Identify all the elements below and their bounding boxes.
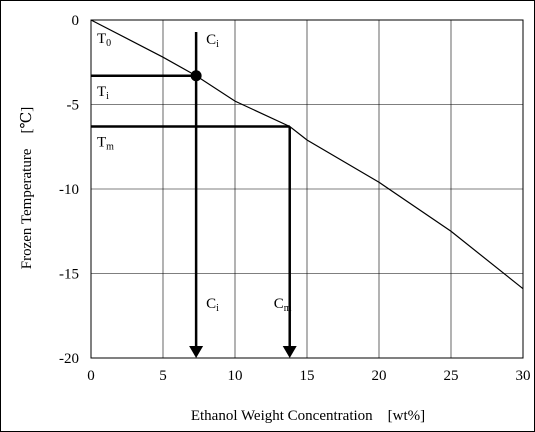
label-ci-top: Ci (206, 32, 219, 50)
x-axis-title: Ethanol Weight Concentration [wt%] (191, 408, 425, 424)
x-tick-label: 5 (159, 368, 167, 384)
x-tick-label: 15 (300, 368, 315, 384)
plot-border (90, 19, 524, 359)
label-ti: Ti (97, 84, 109, 102)
y-tick-label: -15 (59, 267, 79, 283)
x-tick-label: 0 (87, 368, 95, 384)
label-t0: T0 (97, 31, 111, 49)
cm-arrowhead (282, 346, 297, 358)
ci-arrowhead (189, 346, 204, 358)
x-tick-label: 30 (516, 368, 531, 384)
annotation-labels: T0 Ti Tm Ci Ci Cm (97, 31, 292, 314)
x-tick-label: 20 (372, 368, 387, 384)
x-tick-label: 25 (444, 368, 459, 384)
y-tick-label: -10 (59, 182, 79, 198)
y-tick-label: -5 (67, 98, 80, 114)
label-ci-bottom: Ci (206, 296, 219, 314)
x-tick-label: 10 (228, 368, 243, 384)
label-tm: Tm (97, 134, 114, 152)
y-axis-title: Frozen Temperature [℃] (19, 107, 35, 269)
grid (91, 20, 523, 358)
intersection-point (190, 70, 202, 82)
tick-labels: 0 5 10 15 20 25 30 0 -5 -10 -15 -20 (59, 13, 531, 384)
label-cm: Cm (274, 296, 292, 314)
plot-area (90, 19, 524, 359)
guide-lines (91, 32, 297, 358)
y-tick-label: 0 (72, 13, 80, 29)
y-tick-label: -20 (59, 351, 79, 367)
